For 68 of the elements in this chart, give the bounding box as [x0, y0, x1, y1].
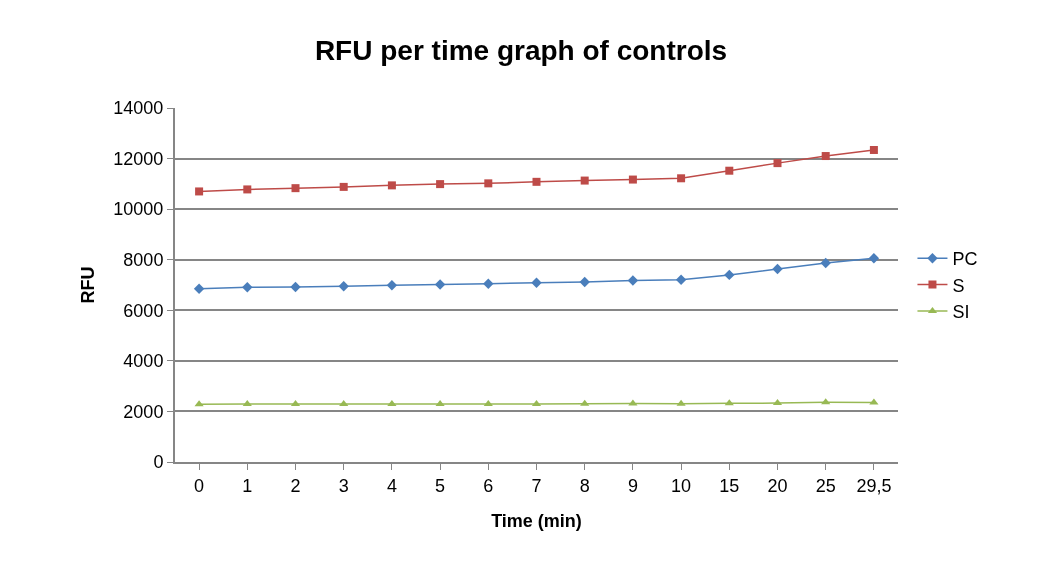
y-axis-title: RFU: [78, 266, 99, 304]
x-tick-label: 20: [767, 475, 788, 496]
x-tick-label: 9: [627, 475, 638, 496]
point: [820, 257, 831, 269]
point: [483, 400, 493, 407]
x-tick-label: 29,5: [856, 475, 892, 496]
x-tick-label: 3: [338, 475, 349, 496]
point: [532, 177, 541, 186]
point: [772, 263, 783, 275]
point: [339, 400, 349, 407]
point: [435, 400, 445, 407]
y-tick-label: 8000: [123, 250, 164, 271]
point: [290, 281, 301, 293]
point: [628, 399, 638, 406]
x-tick-label: 8: [579, 475, 590, 496]
point: [580, 399, 590, 406]
y-tick-label: 10000: [113, 199, 164, 220]
point: [338, 281, 349, 292]
point: [627, 275, 639, 286]
x-tick-label: 6: [483, 475, 494, 496]
y-tick-label: 12000: [113, 148, 164, 169]
point: [339, 182, 348, 191]
legend-label: PC: [952, 249, 978, 270]
point: [725, 166, 734, 175]
point: [484, 179, 493, 188]
point: [821, 152, 830, 161]
x-tick-label: 7: [531, 475, 542, 496]
x-tick-label: 10: [671, 475, 692, 496]
point: [628, 175, 637, 184]
x-tick-label: 4: [386, 475, 397, 496]
point: [773, 159, 782, 168]
point: [676, 399, 686, 406]
point: [193, 283, 205, 294]
point: [243, 185, 252, 194]
point: [483, 278, 494, 289]
x-axis-title: Time (min): [491, 511, 582, 531]
y-tick-label: 6000: [123, 300, 164, 321]
y-tick-label: 0: [153, 452, 164, 473]
point: [291, 184, 300, 193]
point: [869, 145, 878, 154]
point: [677, 174, 686, 183]
chart-title: RFU per time graph of controls: [314, 35, 728, 67]
point: [434, 279, 446, 290]
point: [675, 274, 687, 285]
point: [579, 276, 590, 288]
legend-label: S: [952, 275, 965, 296]
x-tick-label: 1: [242, 475, 253, 496]
point: [868, 253, 880, 264]
y-tick-label: 14000: [113, 98, 164, 119]
point: [580, 176, 589, 185]
x-tick-label: 2: [290, 475, 301, 496]
y-tick-label: 4000: [123, 351, 164, 372]
x-tick-label: 15: [719, 475, 740, 496]
point: [387, 400, 397, 407]
point: [195, 187, 204, 196]
point: [242, 282, 253, 293]
x-tick-label: 0: [194, 475, 205, 496]
point: [724, 269, 735, 281]
y-tick-label: 2000: [123, 401, 164, 422]
point: [387, 181, 396, 190]
legend-label: SI: [952, 302, 970, 323]
point: [531, 277, 542, 288]
point: [386, 280, 398, 291]
point: [869, 398, 879, 405]
x-tick-label: 25: [815, 475, 836, 496]
point: [242, 400, 252, 407]
point: [436, 180, 445, 189]
x-tick-label: 5: [435, 475, 446, 496]
